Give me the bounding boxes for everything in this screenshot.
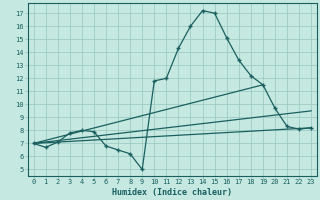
X-axis label: Humidex (Indice chaleur): Humidex (Indice chaleur) (112, 188, 232, 197)
